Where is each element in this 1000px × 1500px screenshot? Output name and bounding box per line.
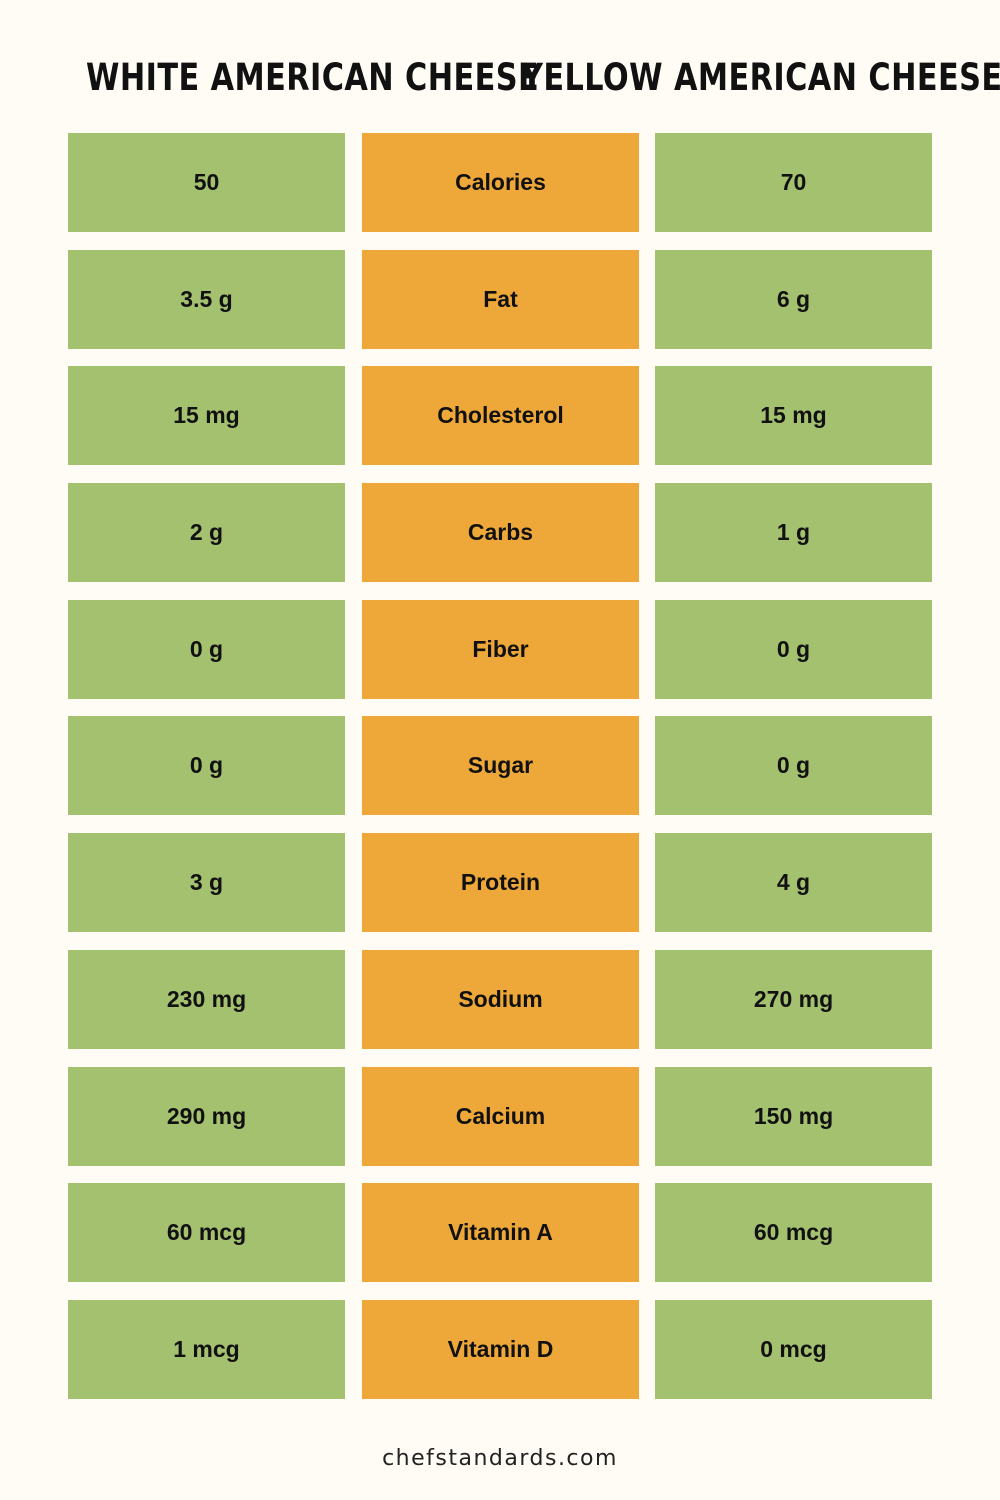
white-cheese-value: 50 xyxy=(68,133,345,232)
table-row: 60 mcg Vitamin A 60 mcg xyxy=(68,1183,932,1283)
nutrient-label: Protein xyxy=(362,833,639,933)
yellow-cheese-value: 150 mg xyxy=(655,1066,932,1166)
yellow-cheese-title: YELLOW AMERICAN CHEESE xyxy=(521,56,1000,99)
yellow-cheese-value: 4 g xyxy=(655,833,932,933)
table-row: 2 g Carbs 1 g xyxy=(68,483,932,583)
comparison-header: WHITE AMERICAN CHEESE YELLOW AMERICAN CH… xyxy=(0,52,1000,104)
table-row: 15 mg Cholesterol 15 mg xyxy=(68,366,932,466)
white-cheese-value: 15 mg xyxy=(68,366,345,466)
nutrient-label: Sugar xyxy=(362,716,639,816)
yellow-cheese-value: 0 g xyxy=(655,599,932,699)
yellow-cheese-value: 15 mg xyxy=(655,366,932,466)
white-cheese-value: 0 g xyxy=(68,599,345,699)
nutrient-label: Fat xyxy=(362,249,639,349)
yellow-cheese-value: 0 mcg xyxy=(655,1299,932,1399)
yellow-cheese-value: 0 g xyxy=(655,716,932,816)
white-cheese-value: 60 mcg xyxy=(68,1183,345,1283)
yellow-cheese-value: 270 mg xyxy=(655,949,932,1049)
white-cheese-value: 230 mg xyxy=(68,949,345,1049)
white-cheese-value: 290 mg xyxy=(68,1066,345,1166)
white-cheese-value: 3.5 g xyxy=(68,249,345,349)
yellow-cheese-value: 6 g xyxy=(655,249,932,349)
nutrient-label: Vitamin A xyxy=(362,1183,639,1283)
table-row: 0 g Fiber 0 g xyxy=(68,599,932,699)
yellow-cheese-value: 60 mcg xyxy=(655,1183,932,1283)
white-cheese-title: WHITE AMERICAN CHEESE xyxy=(86,56,540,99)
source-footer: chefstandards.com xyxy=(382,1446,618,1471)
nutrient-label: Carbs xyxy=(362,483,639,583)
white-cheese-value: 3 g xyxy=(68,833,345,933)
table-row: 0 g Sugar 0 g xyxy=(68,716,932,816)
white-cheese-value: 0 g xyxy=(68,716,345,816)
nutrient-label: Calories xyxy=(362,133,639,232)
table-row: 1 mcg Vitamin D 0 mcg xyxy=(68,1299,932,1399)
table-row: 3 g Protein 4 g xyxy=(68,833,932,933)
yellow-cheese-value: 70 xyxy=(655,133,932,232)
nutrient-label: Vitamin D xyxy=(362,1299,639,1399)
nutrient-label: Calcium xyxy=(362,1066,639,1166)
table-row: 290 mg Calcium 150 mg xyxy=(68,1066,932,1166)
table-row: 230 mg Sodium 270 mg xyxy=(68,949,932,1049)
white-cheese-value: 2 g xyxy=(68,483,345,583)
nutrition-comparison-table: 50 Calories 70 3.5 g Fat 6 g 15 mg Chole… xyxy=(68,133,932,1417)
nutrient-label: Sodium xyxy=(362,949,639,1049)
table-row: 3.5 g Fat 6 g xyxy=(68,249,932,349)
nutrient-label: Cholesterol xyxy=(362,366,639,466)
yellow-cheese-value: 1 g xyxy=(655,483,932,583)
table-row: 50 Calories 70 xyxy=(68,133,932,232)
nutrient-label: Fiber xyxy=(362,599,639,699)
white-cheese-value: 1 mcg xyxy=(68,1299,345,1399)
